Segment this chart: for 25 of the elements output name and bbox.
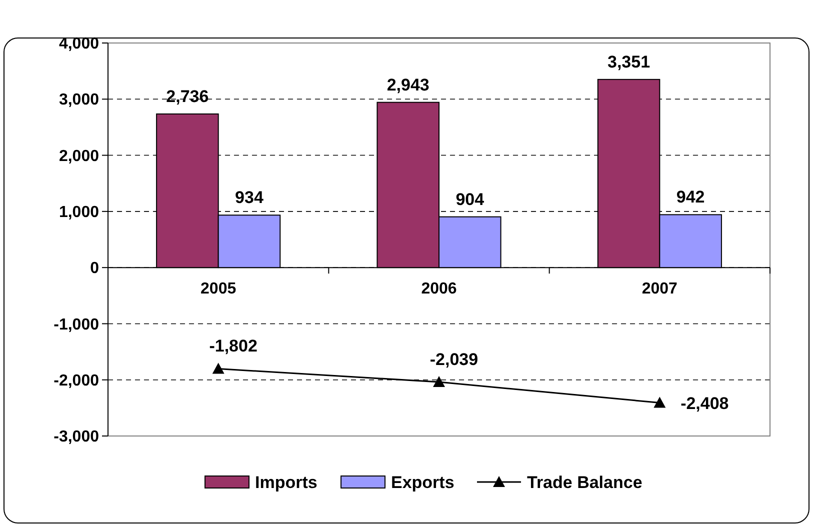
legend-label: Imports [255, 472, 318, 492]
data-label: 2,943 [386, 75, 430, 94]
data-label: 3,351 [608, 52, 650, 72]
y-tick-label: 2,000 [58, 148, 100, 165]
y-tick-label: -1,000 [54, 316, 100, 334]
x-tick-label: 2006 [421, 280, 457, 298]
data-label: 934 [235, 188, 264, 208]
y-tick-label: -3,000 [54, 428, 100, 446]
point [433, 376, 445, 388]
y-tick-label: 3,000 [58, 92, 100, 109]
data-label: -1,802 [209, 336, 258, 356]
data-label: 942 [676, 188, 705, 207]
point [654, 396, 666, 408]
data-label: 904 [456, 190, 485, 209]
x-tick-label: 2007 [642, 280, 678, 298]
legend-label: Exports [391, 472, 454, 492]
y-tick-label: 0 [90, 260, 100, 278]
legend-label: Trade Balance [527, 472, 642, 492]
data-label: -2,039 [430, 350, 478, 370]
point [212, 362, 224, 374]
y-tick-label: -2,000 [54, 372, 100, 390]
data-label: -2,408 [680, 394, 729, 413]
x-tick-label: 2005 [200, 280, 236, 298]
y-tick-label: 1,000 [58, 204, 100, 222]
data-label: 2,736 [166, 86, 209, 106]
